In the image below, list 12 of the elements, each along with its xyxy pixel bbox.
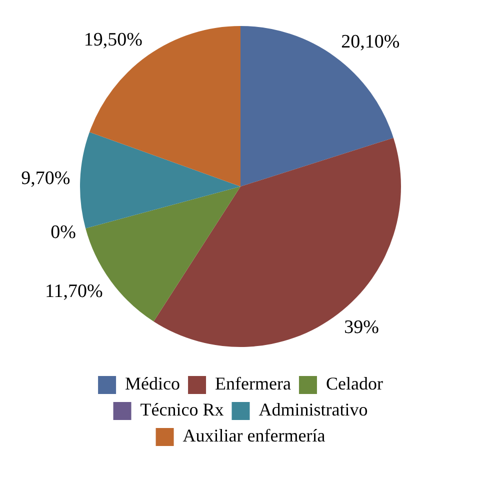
legend-label: Administrativo [258, 400, 368, 420]
legend-label: Médico [125, 374, 180, 394]
legend-label: Auxiliar enfermería [182, 426, 326, 446]
data-label: 9,70% [21, 168, 70, 190]
legend-label: Celador [326, 374, 383, 394]
data-label: 11,70% [45, 280, 104, 302]
legend-label: Técnico Rx [140, 400, 224, 420]
data-label: 19,50% [84, 29, 143, 50]
data-label: 20,10% [341, 31, 400, 52]
legend-label: Enfermera [215, 374, 291, 394]
data-label: 39% [344, 317, 380, 338]
text: 0% [50, 222, 76, 244]
